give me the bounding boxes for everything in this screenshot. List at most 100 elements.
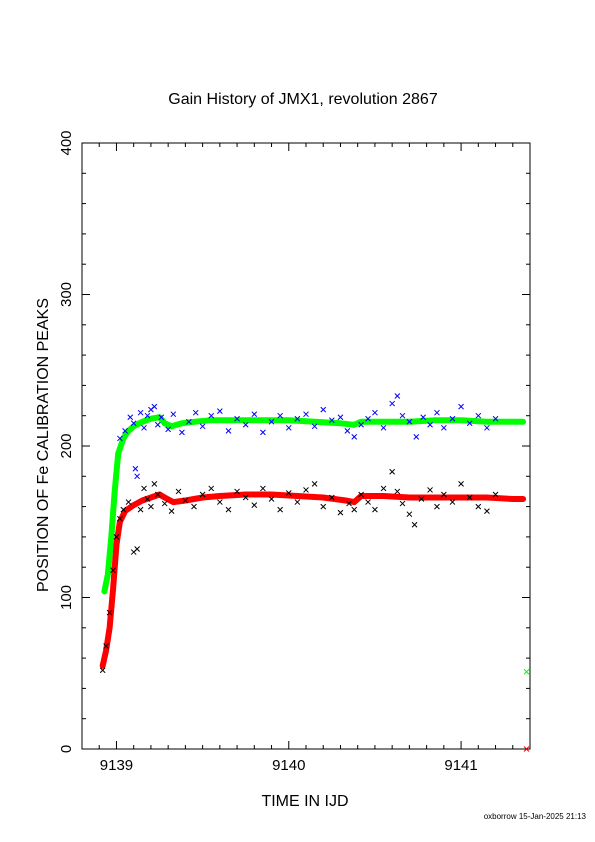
blue-data-point <box>440 424 447 431</box>
blue-data-point <box>406 418 413 425</box>
black-data-point <box>154 491 161 498</box>
black-data-point <box>151 481 158 487</box>
red-series <box>523 746 530 752</box>
blue-data-point <box>365 415 371 422</box>
blue-data-point <box>420 414 427 421</box>
blue-data-point <box>389 400 396 407</box>
black-data-point <box>260 485 266 492</box>
blue-data-point <box>134 473 140 480</box>
blue-data-point <box>199 423 206 430</box>
blue-data-point <box>311 423 318 430</box>
black-data-point <box>234 488 240 495</box>
black-data-point <box>399 500 406 507</box>
black-data-point <box>110 567 116 574</box>
black-data-point <box>328 494 335 501</box>
black-data-point <box>320 503 327 510</box>
blue-data-point <box>117 435 123 442</box>
black-data-point <box>351 506 358 513</box>
black-data-point <box>418 496 425 502</box>
blue-data-point <box>170 411 177 418</box>
black-data-point <box>141 485 147 492</box>
black-data-point <box>251 502 258 508</box>
blue-data-point <box>399 412 406 419</box>
black-data-point <box>303 487 309 493</box>
black-data-point <box>242 494 249 501</box>
black-data-point <box>466 494 473 501</box>
black-data-point <box>406 511 413 518</box>
black-data-point <box>182 497 189 504</box>
y-tick-label: 100 <box>58 585 75 610</box>
y-tick-label: 400 <box>58 130 75 155</box>
y-tick-label: 200 <box>58 433 75 458</box>
black-data-point <box>117 515 123 522</box>
blue-data-point <box>216 408 223 415</box>
blue-data-point <box>208 412 215 419</box>
black-data-point <box>475 503 482 510</box>
black-data-point <box>427 487 433 493</box>
blue-data-point <box>344 427 351 434</box>
blue-data-point <box>492 415 499 422</box>
chart-title: Gain History of JMX1, revolution 2867 <box>168 91 438 108</box>
blue-data-point <box>394 393 401 399</box>
blue-data-point <box>458 403 464 410</box>
blue-data-point <box>165 426 172 433</box>
blue-data-point <box>179 429 185 436</box>
red-trend-line <box>99 491 527 669</box>
blue-data-point <box>294 415 301 422</box>
blue-data-point <box>351 434 358 440</box>
blue-data-point <box>151 403 158 410</box>
black-data-point <box>311 481 318 487</box>
black-data-point <box>380 485 387 492</box>
blue-data-point <box>158 414 165 421</box>
black-data-point <box>294 499 301 505</box>
blue-data-point <box>251 411 258 418</box>
red-data-point <box>523 746 530 752</box>
blue-data-point <box>132 465 139 472</box>
red-series <box>99 491 527 669</box>
blue-data-point <box>185 418 192 425</box>
black-data-point <box>268 496 275 502</box>
blue-data-point <box>260 429 266 436</box>
blue-data-point <box>277 412 284 419</box>
y-tick-label: 300 <box>58 282 75 307</box>
black-data-point <box>106 609 113 616</box>
blue-data-point <box>137 409 144 416</box>
black-data-point <box>484 508 490 514</box>
blue-data-point <box>484 424 490 431</box>
blue-data-point <box>127 414 134 421</box>
blue-data-point <box>303 411 309 418</box>
blue-data-point <box>122 427 128 434</box>
blue-data-point <box>380 424 387 431</box>
footer-credit: oxborrow 15-Jan-2025 21:13 <box>484 812 587 821</box>
x-axis-label: TIME IN IJD <box>261 793 348 810</box>
blue-data-point <box>234 415 240 422</box>
blue-data-point <box>337 414 344 421</box>
black-data-point <box>208 485 215 492</box>
black-data-point <box>134 546 140 552</box>
blue-data-point <box>320 406 327 413</box>
black-data-point <box>346 500 352 507</box>
blue-data-point <box>268 418 275 425</box>
black-data-point <box>365 499 371 505</box>
black-data-point <box>148 503 154 510</box>
blue-data-point <box>475 412 482 419</box>
blue-data-point <box>372 409 378 416</box>
blue-data-point <box>130 420 137 427</box>
x-tick-label: 9141 <box>444 757 477 774</box>
black-data-point <box>449 499 456 505</box>
black-data-point <box>175 488 182 495</box>
black-series <box>99 468 499 674</box>
blue-data-point <box>154 421 161 428</box>
blue-data-point <box>192 409 199 416</box>
black-data-point <box>411 521 418 528</box>
blue-data-point <box>242 421 249 428</box>
green-series <box>523 668 530 675</box>
black-data-point <box>458 481 464 487</box>
blue-data-point <box>449 415 456 422</box>
y-tick-label: 0 <box>58 745 75 753</box>
black-data-point <box>120 506 127 513</box>
black-data-point <box>168 508 175 514</box>
blue-data-point <box>225 427 232 434</box>
black-data-point <box>144 496 151 502</box>
data-series <box>99 393 530 752</box>
